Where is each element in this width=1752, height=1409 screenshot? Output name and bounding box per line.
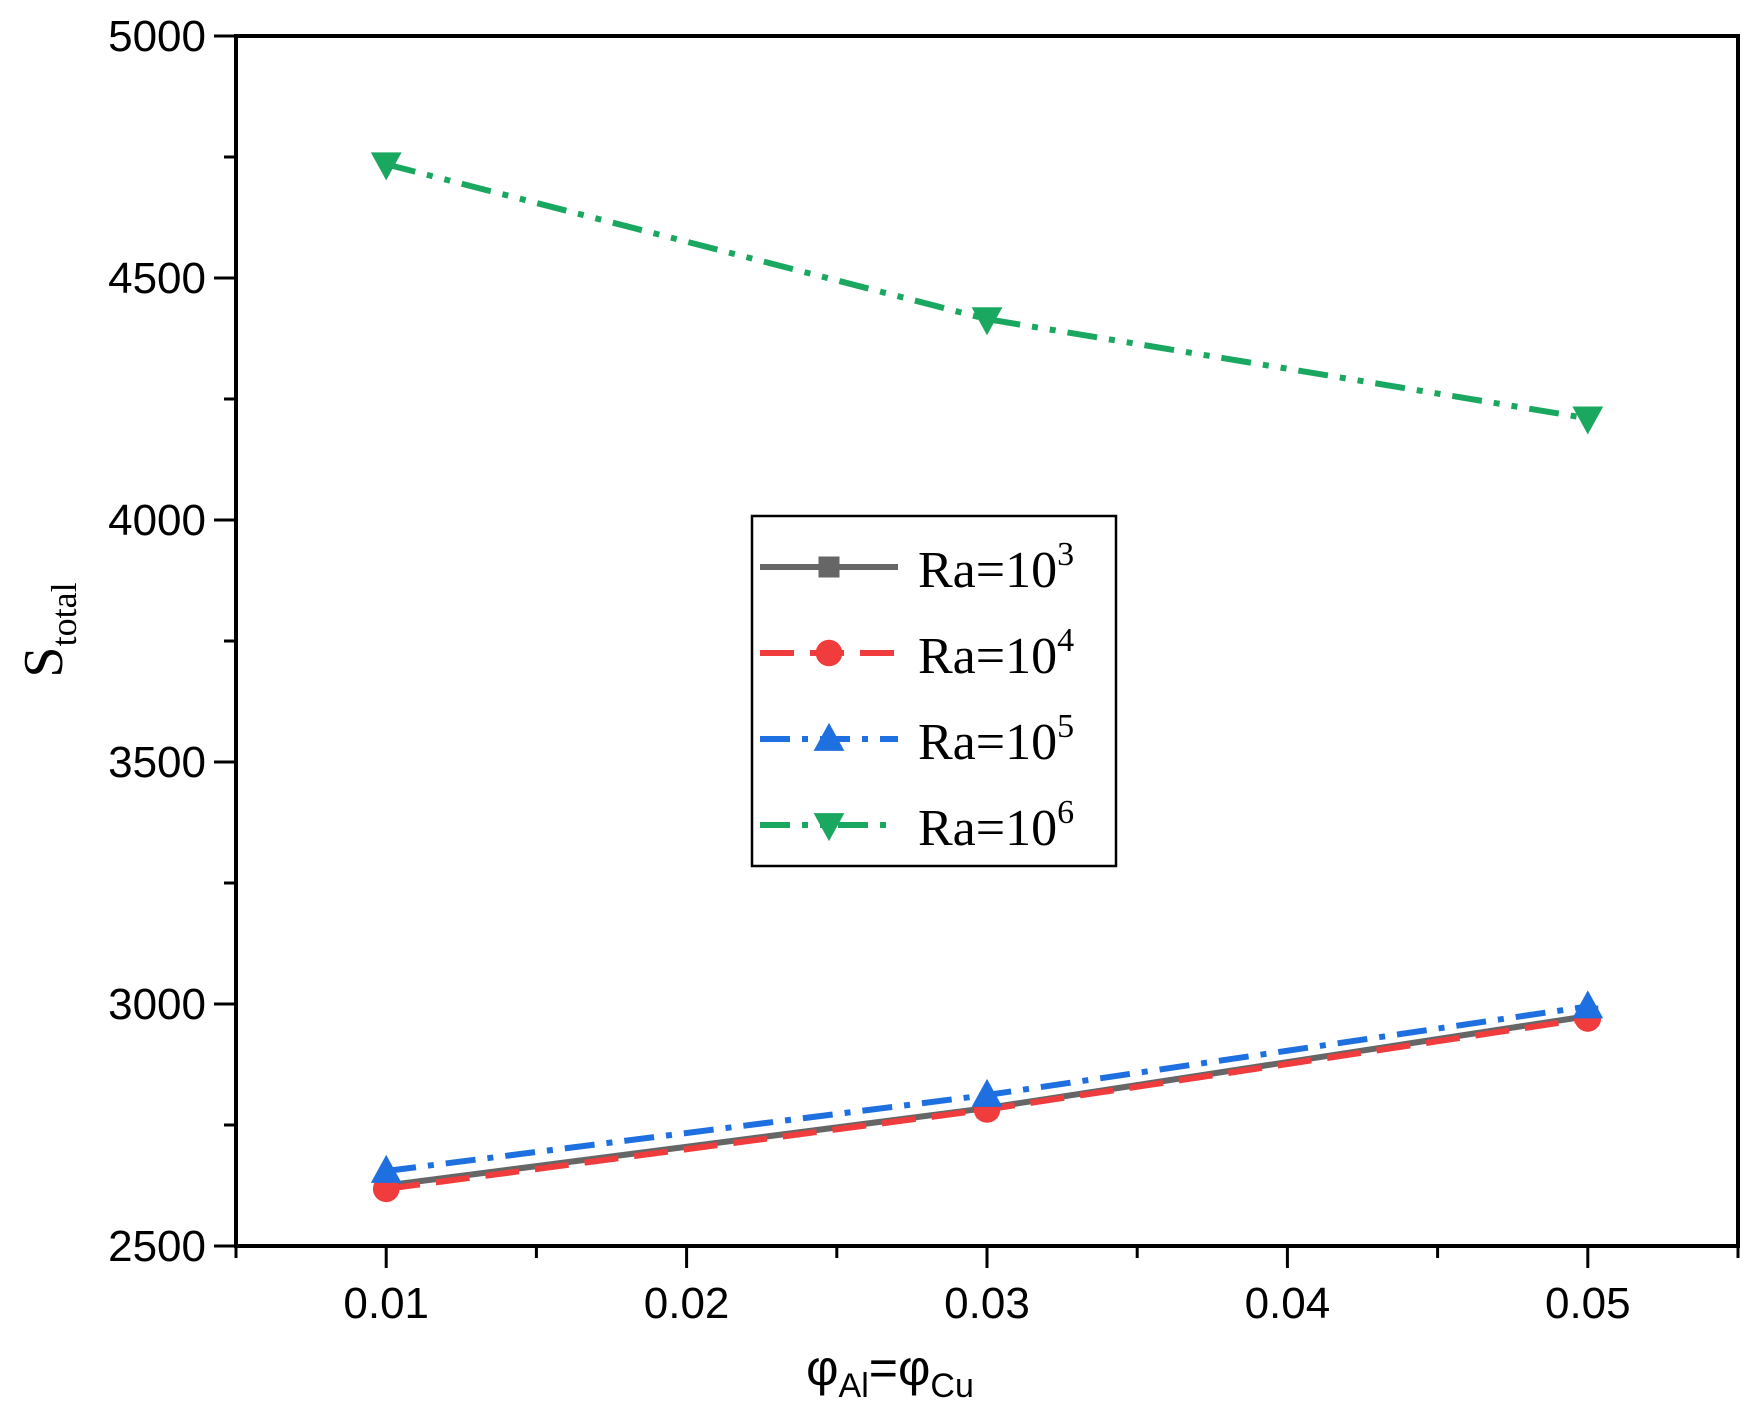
legend-label: Ra=106 (918, 794, 1074, 857)
x-tick-label: 0.01 (343, 1279, 429, 1328)
x-axis-title-sym2: φ (898, 1340, 930, 1396)
legend-label-base: Ra=10 (918, 714, 1057, 771)
data-point (1572, 406, 1604, 435)
series-4 (370, 152, 1604, 435)
plot-area (370, 152, 1604, 1203)
legend-item: Ra=105 (760, 708, 1074, 771)
legend-item: Ra=106 (760, 794, 1074, 857)
series-3 (370, 990, 1604, 1183)
legend-label-base: Ra=10 (918, 628, 1057, 685)
y-tick-label: 3000 (108, 980, 206, 1029)
data-point (370, 152, 402, 181)
legend-marker (818, 556, 840, 578)
x-axis-title: φAl=φCu (806, 1340, 974, 1405)
y-axis-title-main: S (13, 646, 75, 677)
y-tick-label: 4500 (108, 254, 206, 303)
legend-label: Ra=104 (918, 622, 1074, 685)
y-axis-title-sub: total (44, 582, 84, 646)
x-axis-title-eq: = (869, 1340, 898, 1396)
legend-item: Ra=103 (760, 536, 1074, 599)
x-tick-label: 0.05 (1545, 1279, 1631, 1328)
data-point (971, 307, 1003, 336)
legend-label-exponent: 6 (1057, 794, 1074, 831)
x-axis-title-sub2: Cu (930, 1367, 973, 1405)
legend-marker (813, 813, 845, 842)
y-tick-label: 3500 (108, 738, 206, 787)
y-tick-label: 4000 (108, 496, 206, 545)
x-axis-title-sym1: φ (806, 1340, 838, 1396)
data-point (370, 1154, 402, 1183)
x-tick-label: 0.03 (944, 1279, 1030, 1328)
y-axis-title: Stotal (13, 582, 84, 677)
legend-label: Ra=103 (918, 536, 1074, 599)
tick-labels: 2500 3000 3500 4000 4500 5000 0.01 0.02 0.03 0.04… (108, 12, 1631, 1328)
x-tick-label: 0.04 (1245, 1279, 1331, 1328)
legend-label-base: Ra=10 (918, 542, 1057, 599)
legend-label: Ra=105 (918, 708, 1074, 771)
series-line (385, 161, 1589, 422)
legend-marker (815, 639, 843, 667)
y-tick-label: 5000 (108, 12, 206, 61)
data-point (971, 1078, 1003, 1107)
legend-label-exponent: 3 (1057, 536, 1074, 573)
legend-item: Ra=104 (760, 622, 1074, 685)
data-point (1572, 990, 1604, 1019)
plot-frame (234, 34, 1740, 1248)
x-axis-title-sub1: Al (839, 1367, 869, 1405)
legend-marker (813, 722, 845, 751)
legend-label-exponent: 4 (1057, 622, 1074, 659)
y-tick-label: 2500 (108, 1222, 206, 1271)
legend-label-base: Ra=10 (918, 800, 1057, 857)
legend-label-exponent: 5 (1057, 708, 1074, 745)
x-tick-label: 0.02 (644, 1279, 730, 1328)
legend-box (750, 514, 1118, 868)
